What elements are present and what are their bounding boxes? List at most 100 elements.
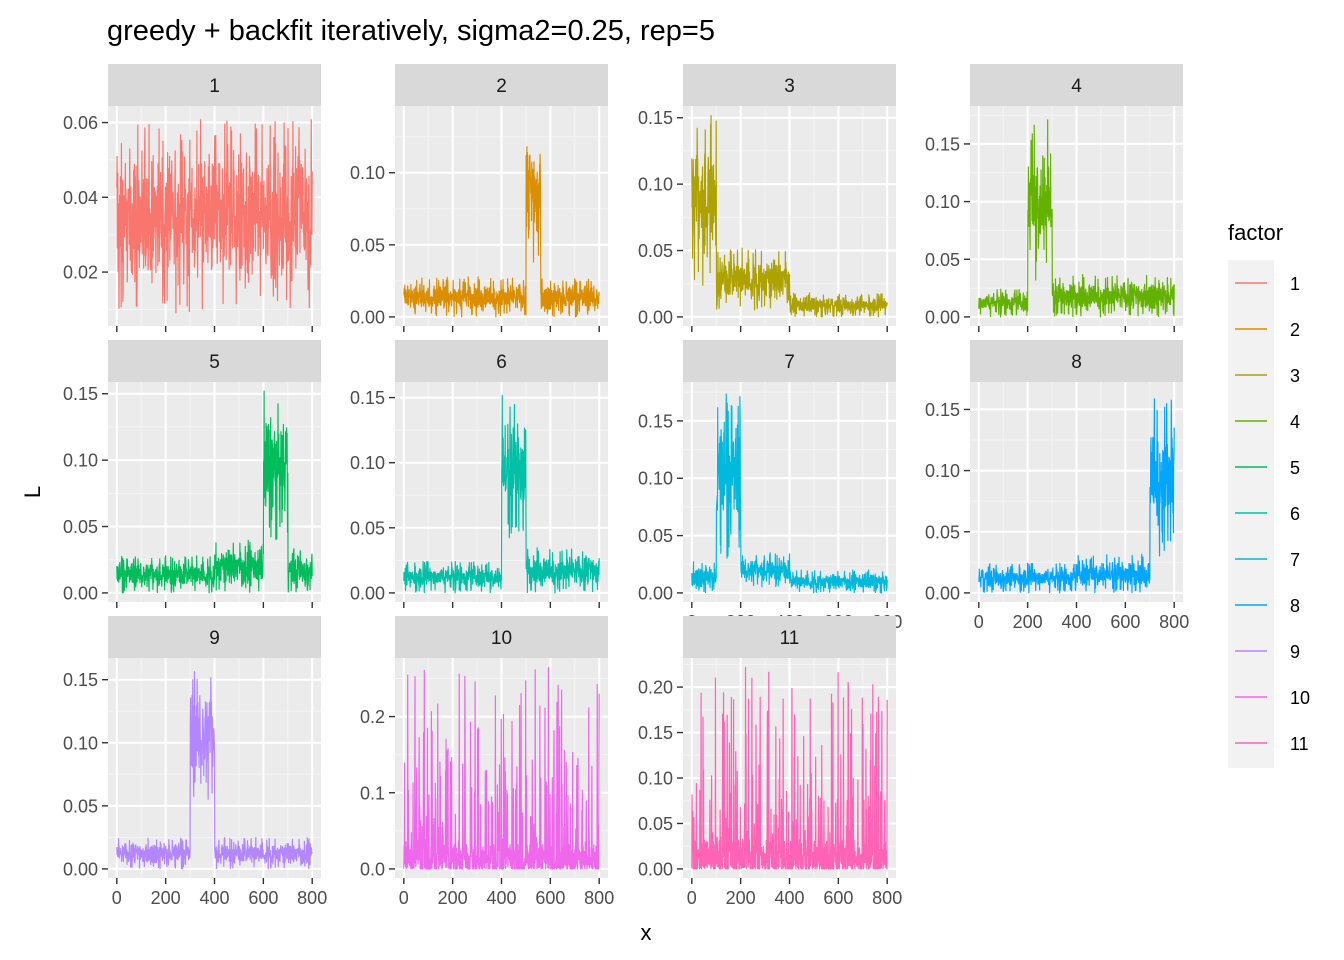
x-tick-label: 200 [1013, 612, 1043, 632]
y-tick-label: 0.00 [350, 307, 385, 327]
x-tick-label: 800 [297, 888, 327, 908]
legend-label-6: 6 [1290, 504, 1300, 524]
y-tick-label: 0.05 [350, 235, 385, 255]
panel-3: 3 0.00 0.05 0.10 0.15 [638, 64, 896, 332]
series-line-1 [116, 119, 313, 314]
panel-8: 8 0.00 0.05 0.10 0.15 0 200 400 600 800 [925, 340, 1189, 632]
series-line-10 [403, 666, 600, 870]
x-tick-label: 0 [399, 888, 409, 908]
panel-4: 4 0.00 0.05 0.10 0.15 [925, 64, 1183, 332]
y-tick-label: 0.15 [925, 400, 960, 420]
y-tick-label: 0.15 [925, 134, 960, 154]
y-tick-label: 0.15 [638, 108, 673, 128]
y-tick-label: 0.00 [63, 583, 98, 603]
y-tick-label: 0.10 [638, 769, 673, 789]
legend-title: factor [1228, 220, 1283, 245]
y-tick-label: 0.05 [638, 526, 673, 546]
y-tick-label: 0.15 [638, 723, 673, 743]
legend-label-10: 10 [1290, 688, 1310, 708]
facet-strip-label: 3 [784, 76, 795, 97]
y-tick-label: 0.10 [350, 163, 385, 183]
facet-strip [970, 64, 1183, 106]
x-tick-label: 200 [151, 888, 181, 908]
legend-label-8: 8 [1290, 596, 1300, 616]
panel-2: 2 0.00 0.05 0.10 [350, 64, 608, 332]
series-line-5 [116, 390, 313, 594]
panel-11: 11 0.00 0.05 0.10 0.15 0.20 0 200 400 600 800 [638, 616, 902, 908]
y-tick-label: 0.05 [63, 796, 98, 816]
y-tick-label: 0.1 [360, 783, 385, 803]
facet-strip [395, 616, 608, 658]
series-line-2 [403, 146, 600, 318]
facet-strip-label: 8 [1071, 352, 1082, 373]
facet-strip-label: 9 [209, 628, 220, 649]
x-tick-label: 600 [535, 888, 565, 908]
legend-label-9: 9 [1290, 642, 1300, 662]
facet-strip-label: 6 [496, 352, 507, 373]
y-tick-label: 0.00 [925, 583, 960, 603]
facet-strip-label: 11 [780, 628, 800, 649]
y-tick-label: 0.06 [63, 113, 98, 133]
x-tick-label: 200 [726, 888, 756, 908]
x-tick-label: 400 [199, 888, 229, 908]
x-tick-label: 800 [584, 888, 614, 908]
x-tick-label: 0 [112, 888, 122, 908]
facet-strip-label: 5 [209, 352, 220, 373]
y-tick-label: 0.00 [638, 859, 673, 879]
y-tick-label: 0.10 [63, 733, 98, 753]
legend-label-1: 1 [1290, 274, 1300, 294]
panel-6: 6 0.00 0.05 0.10 0.15 [350, 340, 608, 608]
panel-5: 5 0.00 0.05 0.10 0.15 [63, 340, 321, 608]
series-line-3 [691, 114, 888, 318]
facet-strip [108, 340, 321, 382]
y-tick-label: 0.02 [63, 263, 98, 283]
facet-strip [395, 64, 608, 106]
legend-key-background [1228, 260, 1274, 768]
y-tick-label: 0.00 [925, 307, 960, 327]
chart-title: greedy + backfit iteratively, sigma2=0.2… [107, 15, 715, 47]
y-tick-label: 0.00 [63, 859, 98, 879]
legend-label-4: 4 [1290, 412, 1300, 432]
x-tick-label: 800 [872, 888, 902, 908]
facet-panels: 10.020.040.0620.000.050.1030.000.050.100… [63, 64, 1189, 908]
y-tick-label: 0.10 [63, 451, 98, 471]
x-tick-label: 400 [774, 888, 804, 908]
facet-strip [395, 340, 608, 382]
y-tick-label: 0.15 [638, 411, 673, 431]
legend-label-7: 7 [1290, 550, 1300, 570]
legend-label-11: 11 [1290, 734, 1309, 754]
y-tick-label: 0.15 [63, 384, 98, 404]
facet-strip-label: 7 [784, 352, 795, 373]
series-line-11 [691, 666, 888, 870]
y-tick-label: 0.04 [63, 188, 98, 208]
facet-strip [108, 616, 321, 658]
facet-strip [970, 340, 1183, 382]
x-tick-label: 0 [974, 612, 984, 632]
x-tick-label: 400 [1061, 612, 1091, 632]
y-tick-label: 0.05 [638, 241, 673, 261]
panel-9: 9 0.00 0.05 0.10 0.15 0 200 400 600 800 [63, 616, 327, 908]
y-tick-label: 0.15 [63, 670, 98, 690]
series-line-7 [691, 393, 888, 594]
y-tick-label: 0.10 [925, 461, 960, 481]
series-line-6 [403, 394, 600, 594]
series-line-8 [978, 398, 1175, 594]
y-tick-label: 0.10 [638, 175, 673, 195]
facet-strip-label: 10 [491, 628, 512, 649]
y-tick-label: 0.15 [350, 388, 385, 408]
series-line-4 [978, 119, 1175, 318]
x-tick-label: 0 [687, 888, 697, 908]
y-tick-label: 0.10 [925, 192, 960, 212]
panel-10: 10 0.0 0.1 0.2 0 200 400 600 800 [360, 616, 614, 908]
legend-label-5: 5 [1290, 458, 1300, 478]
x-tick-label: 600 [248, 888, 278, 908]
y-tick-label: 0.05 [63, 517, 98, 537]
y-tick-label: 0.0 [360, 859, 385, 879]
y-tick-label: 0.20 [638, 678, 673, 698]
x-tick-label: 600 [1110, 612, 1140, 632]
y-tick-label: 0.05 [638, 814, 673, 834]
x-tick-label: 200 [438, 888, 468, 908]
y-tick-label: 0.05 [925, 522, 960, 542]
